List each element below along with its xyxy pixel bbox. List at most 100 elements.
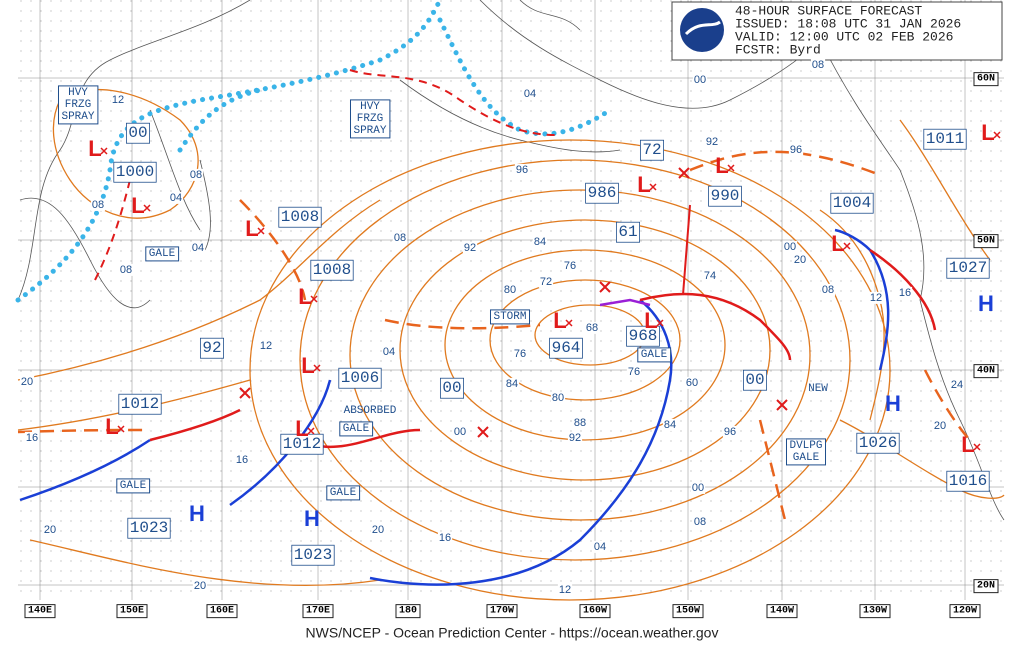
isobar-label-bg xyxy=(662,418,678,431)
label-box xyxy=(291,544,335,566)
longitude-label: 140E xyxy=(28,606,52,617)
isobar-label: 04 xyxy=(594,541,606,553)
label-box xyxy=(626,325,660,347)
low-center: L xyxy=(301,353,314,378)
isobar-label-bg xyxy=(370,523,386,536)
pressure-label: 1008 xyxy=(281,208,319,226)
pressure-label: 1011 xyxy=(926,130,964,148)
isobar-label-bg xyxy=(567,431,583,444)
pressure-label: 1026 xyxy=(859,434,897,452)
isobar-label-bg xyxy=(538,275,554,288)
isobar-label: 04 xyxy=(192,242,204,254)
longitude-label: 160E xyxy=(210,606,234,617)
high-center: H xyxy=(978,291,994,316)
isobar-label: 96 xyxy=(516,164,528,176)
isobar-label-bg xyxy=(90,198,106,211)
isobar-label: 20 xyxy=(794,254,806,266)
low-cross xyxy=(313,364,321,372)
box-label-line: SPRAY xyxy=(353,125,386,137)
box-label-frame xyxy=(326,485,361,501)
isobar-label: 76 xyxy=(514,348,526,360)
pressure-label: 990 xyxy=(711,187,740,205)
latitude-box xyxy=(973,364,999,379)
box-label-frame xyxy=(339,421,374,437)
low-center: L xyxy=(105,414,118,439)
isobar-label-bg xyxy=(514,163,530,176)
isobar-label-bg xyxy=(462,241,478,254)
latitude-box xyxy=(973,579,999,594)
isobar-label: 12 xyxy=(559,584,571,596)
pressure-label: 00 xyxy=(128,124,147,142)
isobar-label-bg xyxy=(868,291,884,304)
isobar-label: 68 xyxy=(586,322,598,334)
low-cross xyxy=(100,147,108,155)
isobar-label: 20 xyxy=(44,524,56,536)
label-box xyxy=(946,257,990,279)
pressure-label: 00 xyxy=(442,379,461,397)
high-center: H xyxy=(885,391,901,416)
isobar-label: 00 xyxy=(784,241,796,253)
isobar-label-bg xyxy=(626,365,642,378)
box-label-frame xyxy=(349,99,391,139)
header-box xyxy=(671,1,1003,61)
isobar-label: 08 xyxy=(92,199,104,211)
label-box xyxy=(585,182,619,204)
label-box xyxy=(113,161,157,183)
longitude-box xyxy=(116,604,148,619)
box-label-line: HVY xyxy=(68,87,88,99)
isobar-label-bg xyxy=(381,345,397,358)
isobar-label: 00 xyxy=(692,482,704,494)
low-cross xyxy=(565,319,573,327)
low-center: L xyxy=(131,193,144,218)
storm-crosses xyxy=(239,167,788,438)
box-label-line: GALE xyxy=(793,452,820,464)
label-box xyxy=(708,185,742,207)
isobar-label-bg xyxy=(192,579,208,592)
box-label-line: STORM xyxy=(493,311,526,323)
low-center: L xyxy=(88,136,101,161)
label-box xyxy=(280,433,324,455)
box-label-frame xyxy=(57,85,99,125)
box-label-frame xyxy=(637,347,672,363)
isobar-label: 96 xyxy=(724,426,736,438)
isobar-label: 00 xyxy=(454,426,466,438)
isobar-label-bg xyxy=(452,425,468,438)
isobar-label-bg xyxy=(722,425,738,438)
longitude-box xyxy=(206,604,238,619)
pressure-label: 1004 xyxy=(833,194,871,212)
low-center: L xyxy=(295,416,308,441)
isobar-label-bg xyxy=(932,419,948,432)
label-box xyxy=(278,206,322,228)
pressure-label: 1012 xyxy=(283,435,321,453)
box-label-line: FRZG xyxy=(65,99,91,111)
isobar-label-bg xyxy=(572,416,588,429)
box-label-line: GALE xyxy=(120,480,147,492)
label-box xyxy=(310,259,354,281)
longitude-box xyxy=(302,604,334,619)
box-label-line: GALE xyxy=(149,248,176,260)
isobar-label-bg xyxy=(512,347,528,360)
pressure-label: 1023 xyxy=(294,546,332,564)
low-center: L xyxy=(637,172,650,197)
longitude-box xyxy=(24,604,56,619)
low-cross xyxy=(973,443,981,451)
box-label-frame xyxy=(785,438,827,466)
plain-label: NEW xyxy=(808,383,828,395)
label-box xyxy=(127,517,171,539)
longitude-label: 120W xyxy=(953,606,977,617)
graticule xyxy=(18,0,1004,600)
isobar-label: 84 xyxy=(506,378,518,390)
isobar-label: 12 xyxy=(112,94,124,106)
isobar-label-bg xyxy=(820,283,836,296)
high-center: H xyxy=(304,506,320,531)
label-box xyxy=(742,369,768,391)
isobar-label: 00 xyxy=(694,74,706,86)
latitude-box xyxy=(973,234,999,249)
low-center: L xyxy=(298,284,311,309)
isobar-label: 16 xyxy=(439,532,451,544)
box-label-line: FRZG xyxy=(357,113,383,125)
header-line: VALID: 12:00 UTC 02 FEB 2026 xyxy=(735,29,953,44)
isobar-label-bg xyxy=(522,87,538,100)
longitude-box xyxy=(949,604,981,619)
